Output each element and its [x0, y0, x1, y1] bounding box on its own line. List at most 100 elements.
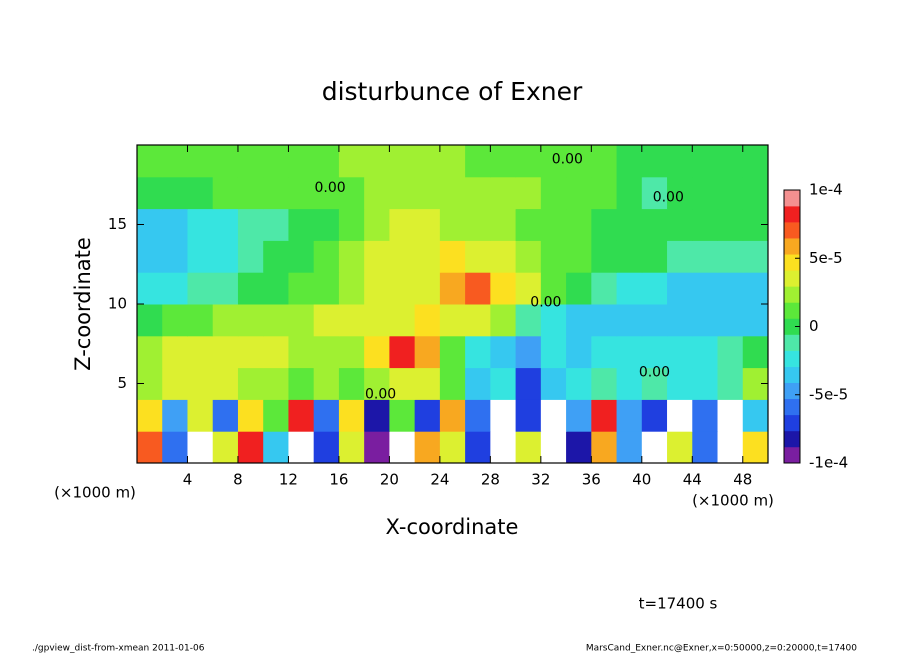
field-cell	[692, 335, 719, 369]
field-cell	[692, 240, 719, 273]
field-cell	[540, 367, 567, 400]
field-cell	[616, 272, 643, 305]
field-cell	[439, 176, 466, 210]
field-cell	[187, 335, 214, 369]
field-cell	[338, 304, 365, 337]
x-tick-label: 16	[329, 471, 348, 489]
field-cell	[237, 399, 264, 432]
colorbar-band	[784, 238, 800, 255]
x-unit-label: (×1000 m)	[54, 484, 136, 502]
field-cell	[465, 304, 491, 337]
field-cell	[364, 304, 390, 337]
x-unit-label: (×1000 m)	[692, 492, 774, 510]
field-cell	[313, 208, 340, 241]
colorbar-band	[784, 190, 800, 207]
field-cell	[162, 304, 188, 337]
field-cell	[490, 145, 517, 178]
field-cell	[515, 272, 542, 305]
field-cell	[137, 304, 163, 337]
field-cell	[465, 367, 491, 400]
field-cell	[212, 304, 239, 337]
contour-label: 0.00	[530, 294, 561, 310]
field-cell	[591, 399, 618, 432]
x-tick-label: 36	[582, 471, 601, 489]
field-cell	[616, 304, 643, 337]
field-cell	[237, 367, 264, 400]
field-cell	[364, 176, 390, 210]
field-cell	[717, 399, 744, 432]
colorbar-band	[784, 286, 800, 303]
field-cell	[187, 272, 214, 305]
x-tick-label: 4	[183, 471, 193, 489]
field-cell	[667, 240, 693, 273]
colorbar-tick-label: -5e-5	[809, 385, 848, 403]
field-cell	[616, 367, 643, 400]
field-cell	[237, 335, 264, 369]
footer-left: ./gpview_dist-from-xmean 2011-01-06	[32, 644, 205, 654]
field-cell	[364, 145, 390, 178]
field-cell	[414, 176, 441, 210]
field-cell	[439, 240, 466, 273]
contour-label: 0.00	[653, 189, 684, 205]
field-cell	[439, 367, 466, 400]
field-cell	[540, 335, 567, 369]
x-tick-label: 48	[733, 471, 752, 489]
field-cell	[389, 145, 416, 178]
field-cell	[137, 431, 163, 464]
field-cell	[591, 176, 618, 210]
field-cell	[212, 240, 239, 273]
x-axis-label: X-coordinate	[386, 515, 519, 539]
field-cell	[692, 272, 719, 305]
field-cell	[338, 335, 365, 369]
field-cell	[465, 272, 491, 305]
field-cell	[187, 304, 214, 337]
colorbar-band	[784, 254, 800, 271]
field-cell	[338, 367, 365, 400]
field-cell	[641, 335, 668, 369]
field-cell	[137, 145, 163, 178]
contour-label: 0.00	[552, 151, 583, 167]
field-cell	[288, 431, 315, 464]
field-cell	[616, 176, 643, 210]
x-tick-label: 28	[481, 471, 500, 489]
field-cell	[540, 399, 567, 432]
colorbar-band	[784, 270, 800, 287]
field-cell	[591, 335, 618, 369]
field-cell	[591, 208, 618, 241]
field-cell	[212, 208, 239, 241]
field-cell	[692, 431, 719, 464]
field-cell	[616, 335, 643, 369]
field-cell	[338, 240, 365, 273]
field-cell	[313, 431, 340, 464]
field-cell	[263, 240, 289, 273]
colorbar-band	[784, 398, 800, 416]
field-cell	[465, 431, 491, 464]
field-cell	[515, 176, 542, 210]
field-cell	[641, 399, 668, 432]
x-tick-label: 8	[233, 471, 243, 489]
field-cell	[263, 431, 289, 464]
field-cell	[566, 335, 592, 369]
field-cell	[288, 335, 315, 369]
field-cell	[641, 145, 668, 178]
field-cell	[641, 208, 668, 241]
field-cell	[364, 399, 390, 432]
field-cell	[490, 335, 517, 369]
field-cell	[212, 367, 239, 400]
field-cell	[742, 399, 769, 432]
field-cell	[414, 208, 441, 241]
field-cell	[490, 399, 517, 432]
field-cell	[187, 208, 214, 241]
field-cell	[389, 431, 416, 464]
field-cell	[591, 304, 618, 337]
field-cell	[566, 431, 592, 464]
field-cell	[641, 367, 668, 400]
field-cell	[742, 335, 769, 369]
field-cell	[717, 176, 744, 210]
field-cell	[389, 208, 416, 241]
x-tick-label: 24	[430, 471, 449, 489]
field-cell	[717, 335, 744, 369]
field-cell	[641, 176, 668, 210]
field-cell	[641, 304, 668, 337]
colorbar-band	[784, 222, 800, 239]
